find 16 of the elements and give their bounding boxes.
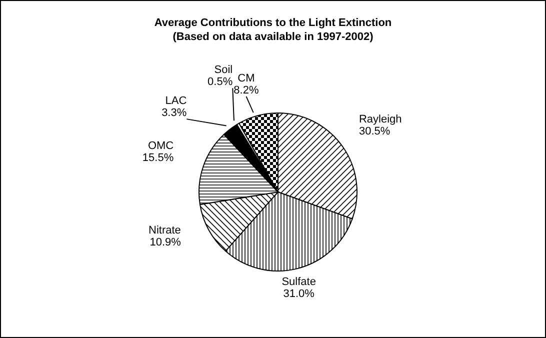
data-label: 30.5% bbox=[358, 126, 390, 138]
slice-label: LAC bbox=[165, 95, 187, 108]
slice-label: CM bbox=[238, 72, 255, 84]
data-label: 31.0% bbox=[283, 288, 315, 300]
slice-label: Soil bbox=[214, 64, 233, 76]
data-label: 10.9% bbox=[150, 236, 182, 248]
data-label: 0.5% bbox=[208, 76, 233, 88]
chart-title: Average Contributions to the Light Extinction bbox=[154, 17, 392, 29]
slice-label: Sulfate bbox=[282, 276, 316, 288]
slice-label: Rayleigh bbox=[358, 114, 402, 126]
data-label: 8.2% bbox=[234, 84, 259, 96]
slice-label: OMC bbox=[148, 140, 174, 152]
slice-label: Nitrate bbox=[148, 224, 181, 236]
chart-subtitle: (Based on data available in 1997-2002) bbox=[172, 31, 374, 43]
data-label: 15.5% bbox=[142, 152, 174, 164]
data-label: 3.3% bbox=[162, 107, 187, 120]
